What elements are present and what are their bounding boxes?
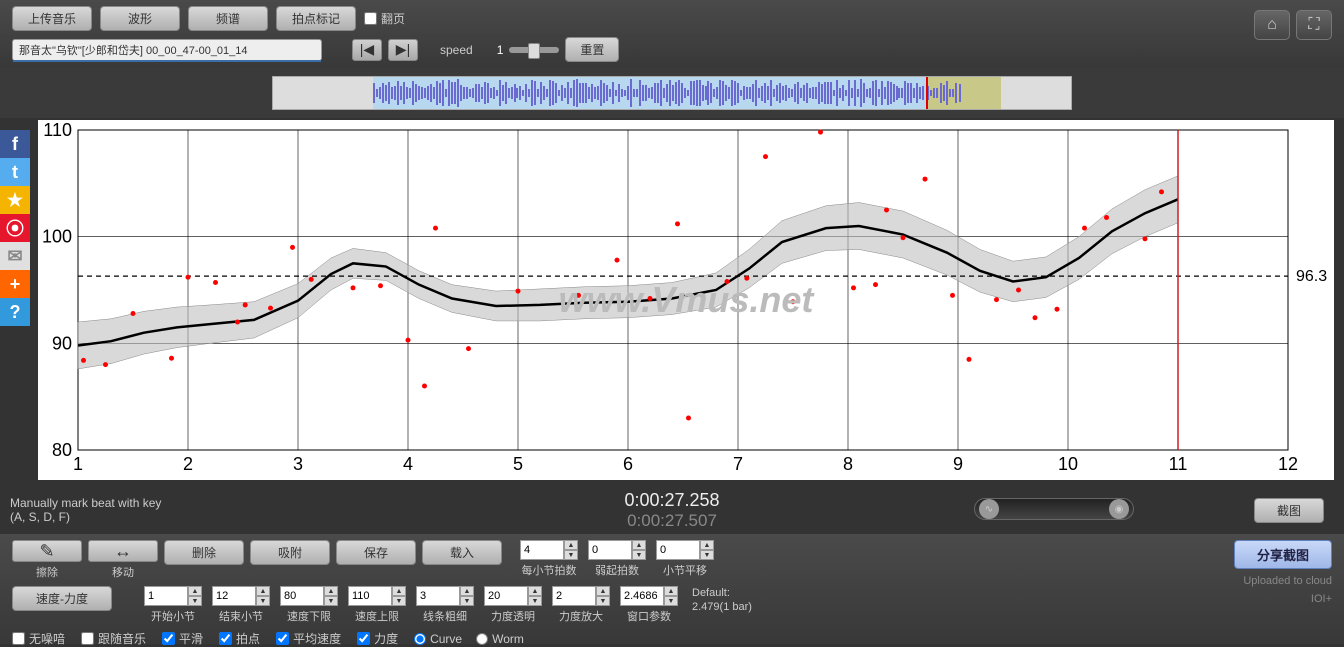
curve-radio[interactable]: Curve: [414, 632, 462, 646]
tlo-input[interactable]: [280, 586, 324, 606]
svg-text:96.3: 96.3: [1296, 268, 1327, 285]
help-icon[interactable]: ?: [0, 298, 30, 326]
tempo-chart[interactable]: 123456789101112809010011096.3 www.Vmus.n…: [38, 120, 1334, 480]
lw-input[interactable]: [416, 586, 460, 606]
waveform-overview[interactable]: [272, 76, 1072, 110]
svg-text:8: 8: [843, 454, 853, 474]
reset-button[interactable]: 重置: [565, 37, 619, 62]
svg-text:6: 6: [623, 454, 633, 474]
flip-checkbox[interactable]: 翻页: [364, 10, 405, 27]
speed-label: speed: [440, 43, 473, 57]
facebook-icon[interactable]: f: [0, 130, 30, 158]
svg-text:2: 2: [183, 454, 193, 474]
social-sidebar: ft★⦿✉+?: [0, 130, 30, 326]
play-button[interactable]: ▶|: [388, 39, 418, 61]
svg-text:10: 10: [1058, 454, 1078, 474]
win-input[interactable]: [620, 586, 664, 606]
screenshot-button[interactable]: 截图: [1254, 498, 1324, 523]
svg-text:110: 110: [43, 120, 72, 140]
svg-text:5: 5: [513, 454, 523, 474]
share-plus-icon[interactable]: +: [0, 270, 30, 298]
status-bar: Manually mark beat with key (A, S, D, F)…: [10, 490, 1334, 530]
svg-text:11: 11: [1169, 454, 1188, 474]
svg-text:1: 1: [73, 454, 83, 474]
default-text: Default:2.479(1 bar): [692, 586, 752, 615]
start-input[interactable]: [144, 586, 188, 606]
upbeat-input[interactable]: [588, 540, 632, 560]
move-tool[interactable]: ↔: [88, 540, 158, 562]
favorite-icon[interactable]: ★: [0, 186, 30, 214]
fullscreen-icon[interactable]: ⛶: [1296, 10, 1332, 40]
beats-checkbox[interactable]: 拍点: [219, 630, 260, 647]
damp-input[interactable]: [552, 586, 596, 606]
svg-text:12: 12: [1278, 454, 1298, 474]
bottom-toolbar: ✎擦除 ↔移动 删除 吸附 保存 载入 ▲▼每小节拍数▲▼弱起拍数▲▼小节平移 …: [0, 534, 1344, 644]
spectrum-button[interactable]: 频谱: [188, 6, 268, 31]
load-button[interactable]: 载入: [422, 540, 502, 565]
speed-value: 1: [497, 43, 504, 57]
svg-text:80: 80: [52, 440, 72, 460]
svg-text:3: 3: [293, 454, 303, 474]
worm-radio[interactable]: Worm: [476, 632, 524, 646]
waveform-button[interactable]: 波形: [100, 6, 180, 31]
bar_offset-input[interactable]: [656, 540, 700, 560]
share-screenshot-button[interactable]: 分享截图: [1234, 540, 1332, 569]
tempo-dynamics-button[interactable]: 速度-力度: [12, 586, 112, 611]
prev-button[interactable]: |◀: [352, 39, 382, 61]
beatmark-button[interactable]: 拍点标记: [276, 6, 356, 31]
worm-mode-icon: ◉: [1109, 499, 1129, 519]
svg-text:90: 90: [52, 333, 72, 353]
mail-icon[interactable]: ✉: [0, 242, 30, 270]
time-display: 0:00:27.258 0:00:27.507: [624, 490, 719, 531]
dop-input[interactable]: [484, 586, 528, 606]
svg-text:7: 7: [733, 454, 743, 474]
twitter-icon[interactable]: t: [0, 158, 30, 186]
top-toolbar: 上传音乐 波形 频谱 拍点标记 翻页 那音太"乌钦"[少郎和岱夫] 00_00_…: [0, 0, 1344, 68]
beats_per_bar-input[interactable]: [520, 540, 564, 560]
delete-button[interactable]: 删除: [164, 540, 244, 565]
filename-field[interactable]: 那音太"乌钦"[少郎和岱夫] 00_00_47-00_01_14: [12, 39, 322, 61]
home-icon[interactable]: ⌂: [1254, 10, 1290, 40]
noisefree-checkbox[interactable]: 无噪喑: [12, 630, 65, 647]
snap-button[interactable]: 吸附: [250, 540, 330, 565]
smooth-checkbox[interactable]: 平滑: [162, 630, 203, 647]
curve-worm-slider[interactable]: ∿ ◉: [974, 498, 1134, 520]
svg-text:9: 9: [953, 454, 963, 474]
avgtempo-checkbox[interactable]: 平均速度: [276, 630, 341, 647]
follow-checkbox[interactable]: 跟随音乐: [81, 630, 146, 647]
svg-text:4: 4: [403, 454, 413, 474]
dynamics-checkbox[interactable]: 力度: [357, 630, 398, 647]
end-input[interactable]: [212, 586, 256, 606]
speed-slider[interactable]: [509, 47, 559, 53]
weibo-icon[interactable]: ⦿: [0, 214, 30, 242]
hint-text: Manually mark beat with key (A, S, D, F): [10, 496, 161, 524]
waveform-strip: [0, 68, 1344, 118]
upload-music-button[interactable]: 上传音乐: [12, 6, 92, 31]
svg-text:100: 100: [42, 227, 72, 247]
thi-input[interactable]: [348, 586, 392, 606]
curve-mode-icon: ∿: [979, 499, 999, 519]
cloud-status: Uploaded to cloud: [1234, 575, 1332, 587]
save-button[interactable]: 保存: [336, 540, 416, 565]
ioi-label: IOI+: [1234, 593, 1332, 605]
erase-tool[interactable]: ✎: [12, 540, 82, 562]
